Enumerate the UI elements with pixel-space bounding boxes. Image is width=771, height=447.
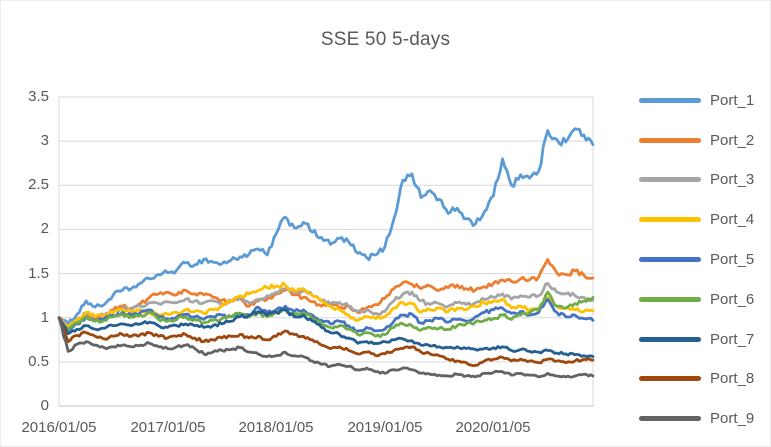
y-axis-tick-label: 3 bbox=[40, 132, 49, 149]
series-port-1-line bbox=[57, 127, 595, 326]
legend-swatch-port-4 bbox=[639, 216, 701, 222]
x-axis-tick-label: 2020/01/05 bbox=[455, 419, 531, 436]
legend-item-port-5: Port_5 bbox=[639, 249, 754, 269]
series-port-9-line bbox=[57, 316, 595, 379]
legend-swatch-port-3 bbox=[639, 176, 701, 182]
series-port-8-line bbox=[57, 316, 595, 368]
legend-label: Port_7 bbox=[710, 330, 755, 348]
legend-label: Port_5 bbox=[710, 250, 755, 268]
legend-swatch-port-6 bbox=[639, 296, 701, 302]
legend-label: Port_6 bbox=[710, 290, 755, 308]
y-axis-tick-label: 0.5 bbox=[28, 353, 49, 370]
x-axis-tick-label: 2016/01/05 bbox=[21, 419, 97, 436]
legend-item-port-2: Port_2 bbox=[639, 130, 754, 150]
legend-swatch-port-8 bbox=[639, 375, 701, 381]
legend-label: Port_4 bbox=[710, 210, 755, 228]
legend-label: Port_3 bbox=[710, 170, 755, 188]
legend-label: Port_9 bbox=[710, 409, 755, 427]
chart-title: SSE 50 5-days bbox=[320, 29, 451, 50]
legend-item-port-8: Port_8 bbox=[639, 368, 754, 388]
legend-label: Port_1 bbox=[710, 91, 755, 109]
series-port-4-line bbox=[57, 281, 595, 328]
series-port-7-line bbox=[57, 308, 595, 358]
y-axis-tick-label: 3.5 bbox=[28, 88, 49, 105]
series-port-2-line bbox=[57, 258, 595, 330]
legend-label: Port_2 bbox=[710, 131, 755, 149]
legend-item-port-1: Port_1 bbox=[639, 90, 754, 110]
y-axis-tick-label: 0 bbox=[40, 397, 49, 414]
legend-item-port-9: Port_9 bbox=[639, 408, 754, 428]
x-axis-tick-label: 2019/01/05 bbox=[347, 419, 423, 436]
x-axis-tick-label: 2017/01/05 bbox=[130, 419, 206, 436]
y-axis-tick-label: 2 bbox=[40, 220, 49, 237]
legend-swatch-port-5 bbox=[639, 256, 701, 262]
series-port-6-line bbox=[57, 290, 595, 339]
legend-swatch-port-7 bbox=[639, 336, 701, 342]
legend-item-port-6: Port_6 bbox=[639, 289, 754, 309]
legend-swatch-port-1 bbox=[639, 97, 701, 103]
y-axis-tick-label: 1 bbox=[40, 309, 49, 326]
legend-label: Port_8 bbox=[710, 369, 755, 387]
legend-item-port-3: Port_3 bbox=[639, 169, 754, 189]
y-axis-tick-label: 1.5 bbox=[28, 265, 49, 282]
legend-swatch-port-9 bbox=[639, 415, 701, 421]
x-axis-tick-label: 2018/01/05 bbox=[238, 419, 314, 436]
legend-swatch-port-2 bbox=[639, 137, 701, 143]
legend-item-port-4: Port_4 bbox=[639, 209, 754, 229]
y-axis-tick-label: 2.5 bbox=[28, 176, 49, 193]
legend: Port_1 Port_2 Port_3 Port_4 Port_5 Port_… bbox=[639, 1, 770, 446]
legend-item-port-7: Port_7 bbox=[639, 329, 754, 349]
series-port-5-line bbox=[57, 297, 595, 333]
